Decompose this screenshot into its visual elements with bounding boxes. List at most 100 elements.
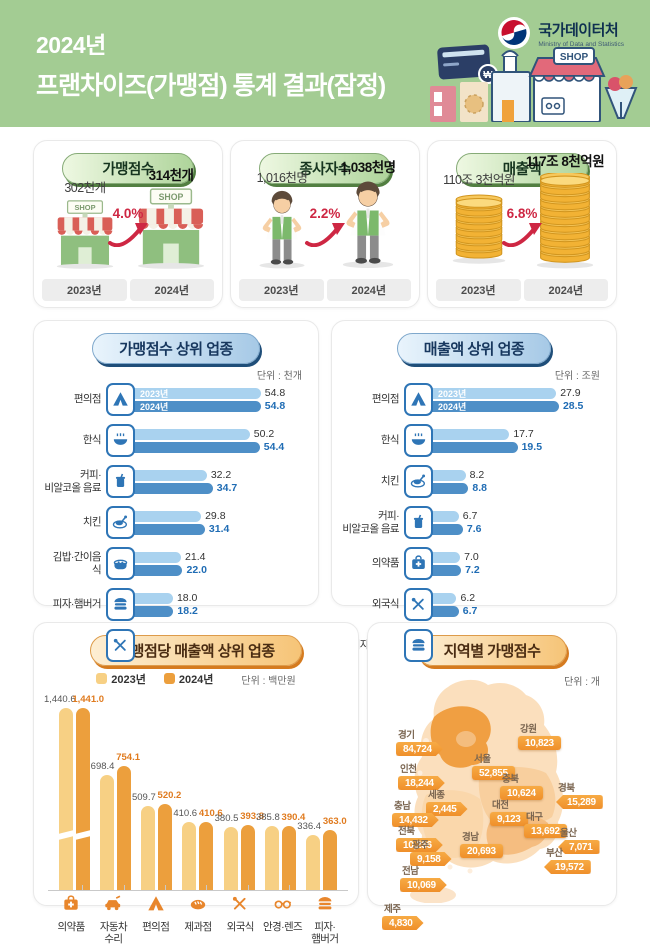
bar-value: 29.8 (205, 510, 226, 522)
bar-2024년 (428, 523, 463, 535)
category: 자동차 수리 (92, 895, 134, 945)
bar-2023년 (130, 551, 182, 563)
plot-area: 1,440.6 1,441.0 698.4 754.1 509.7 520.2 410.6 4… (44, 694, 348, 891)
bar-2024년 (240, 825, 255, 890)
coffee-icon (413, 514, 424, 528)
bar-value: 18.2 (177, 605, 198, 617)
bar-line: 2024년 54.8 (130, 400, 306, 412)
bar-2024년 (130, 441, 260, 453)
bar-rows: 편의점 2023년 54.8 2024년 54.8 한식 50.2 54.4 커피· 비알코올 … (44, 383, 306, 670)
category-icon-box (106, 629, 135, 662)
bar-line: 22.0 (130, 564, 306, 576)
bar-line: 2023년 54.8 (130, 387, 306, 399)
bar-value: 509.7 (131, 791, 156, 803)
region-value-tag: 19,572 (544, 860, 591, 874)
chart-card-3: 가맹점당 매출액 상위 업종 2023년 2024년 단위 : 백만원 1,440.6 1… (33, 622, 359, 945)
curr-value: 1,038천명 (340, 160, 396, 175)
region-value-tag: 13,692 (524, 824, 567, 838)
increase-arrow-icon (305, 223, 345, 248)
bar-value: 54.8 (264, 387, 286, 399)
map-region-전북: 전북 10,236 (396, 823, 443, 852)
region-name: 경남 (462, 832, 479, 843)
bar-value: 34.7 (216, 482, 238, 494)
shop-sign-text: SHOP (560, 52, 589, 63)
bar-line: 7.0 (428, 551, 604, 563)
bar-value: 6.2 (460, 592, 476, 604)
category-icon-box (404, 465, 433, 498)
bar-2023년: 2023년 (130, 387, 261, 399)
bar-wrap: 363.0 (323, 816, 347, 890)
bar-wrap: 380.5 (215, 813, 238, 890)
title-main: 프랜차이즈(가맹점) 통계 결과(잠정) (36, 72, 386, 100)
bar-row: 피자·햄버거 18.0 18.2 (44, 588, 306, 621)
svg-text:₩: ₩ (483, 70, 493, 81)
category-label: 의약품 (371, 557, 400, 570)
bar-2024년 (428, 441, 518, 453)
category-icon-box (106, 383, 135, 416)
bar-2024년 (130, 523, 205, 535)
bar-wrap: 336.4 (297, 821, 321, 890)
prev-year-column: 110조 3천억원 (436, 169, 522, 274)
bar-2023년 (130, 592, 173, 604)
bar-row: 한식 50.2 54.4 (44, 424, 306, 457)
chart-title: 지역별 가맹점수 (416, 635, 568, 666)
bar-value: 754.1 (116, 751, 140, 763)
chart-card-4: 지역별 가맹점수 단위 : 개 경기 84,724 인천 18,244 서울 52,855 강원… (367, 622, 617, 906)
bar-wrap: 393.8 (240, 811, 264, 890)
category: 의약품 (50, 895, 92, 945)
bar-2023년 (428, 428, 510, 440)
bar-year-label: 2023년 (438, 388, 467, 399)
curr-year-column: 1,038천명 (325, 156, 411, 274)
change-badge: 2.2% (297, 206, 353, 252)
bar-2024년: 2024년 (428, 400, 559, 412)
bar-row: 커피· 비알코올 음료 6.7 7.6 (342, 506, 604, 539)
store-icon: SHOP (137, 188, 205, 269)
year-labels: 2023년 2024년 (42, 279, 214, 301)
taegeuk-logo-icon (498, 17, 531, 49)
bar-2023년 (130, 428, 250, 440)
region-value-tag: 52,855 (472, 766, 515, 780)
bar-line: 2023년 27.9 (428, 387, 604, 399)
category: 외국식 (219, 895, 261, 945)
map-region-대구: 대구 13,692 (524, 809, 567, 838)
chart-unit: 단위 : 조원 (554, 371, 600, 382)
bar-value: 17.7 (513, 428, 534, 440)
prev-year-label: 2023년 (436, 279, 521, 301)
title-year: 2024년 (36, 32, 106, 58)
region-value-tag: 10,823 (518, 736, 561, 750)
bar-row: 치킨 8.2 8.8 (342, 465, 604, 498)
category: 피자· 햄버거 (304, 895, 346, 945)
bar-row: 커피· 비알코올 음료 32.2 34.7 (44, 465, 306, 498)
category-label: 편의점 (142, 921, 170, 933)
bar-pair: 32.2 34.7 (130, 469, 306, 494)
region-value-tag: 4,830 (382, 916, 424, 930)
bar-group: 380.5 393.8 (206, 699, 264, 890)
bar-wrap: 410.6 (199, 808, 223, 890)
korean-food-icon (113, 433, 128, 445)
map-region-충남: 충남 14,432 (392, 798, 439, 827)
store-icon (411, 392, 426, 406)
bar-pair: 6.7 7.6 (428, 510, 604, 535)
bar-wrap: 754.1 (116, 752, 140, 890)
summary-card-body: 1,016천명 1,038천명 2.2% (231, 160, 419, 304)
bar-row: 편의점 2023년 27.9 2024년 28.5 (342, 383, 604, 416)
bakery-icon (190, 899, 206, 910)
coffee-icon (115, 473, 126, 487)
region-value-tag: 2,445 (426, 802, 468, 816)
bar-line: 54.4 (130, 441, 306, 453)
svg-text:SHOP: SHOP (159, 192, 184, 202)
bar-value: 18.0 (176, 592, 198, 604)
gimbap-icon (113, 559, 128, 570)
bar-value: 698.4 (90, 760, 115, 772)
category-icon-box (404, 629, 433, 662)
bar-line: 19.5 (428, 441, 604, 453)
bar-2023년 (428, 551, 461, 563)
bar-value: 380.5 (214, 813, 239, 825)
chart-title: 가맹점수 상위 업종 (92, 333, 260, 364)
prev-value: 110조 3천억원 (443, 173, 515, 187)
legend-item-2023년: 2023년 (96, 671, 146, 687)
bar-2024년 (130, 605, 174, 617)
map-region-대전: 대전 9,123 (490, 797, 528, 826)
region-name: 전북 (398, 826, 415, 837)
curr-value: 314천개 (148, 168, 194, 183)
